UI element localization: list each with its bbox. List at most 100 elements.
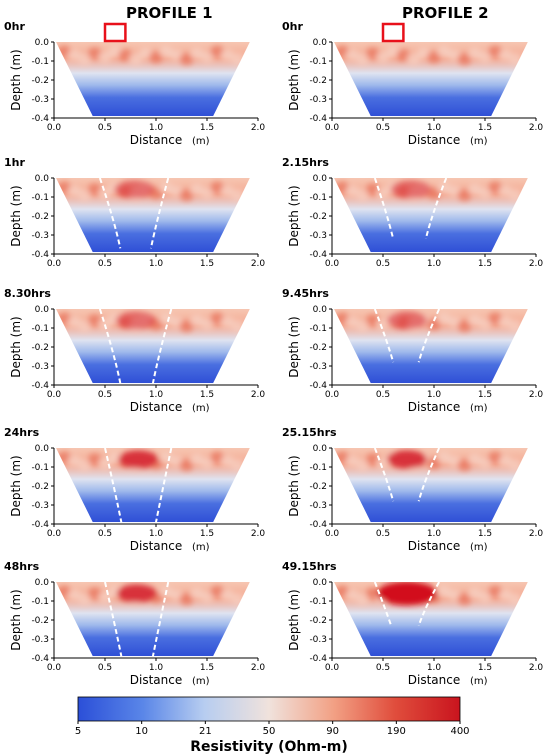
x-tick-label: 2.0	[529, 259, 544, 269]
x-tick-label: 0.0	[47, 259, 62, 269]
x-tick-label: 1.0	[427, 259, 442, 269]
variation-blob	[200, 457, 214, 470]
variation-blob	[77, 320, 92, 333]
variation-blob	[77, 459, 92, 472]
y-tick-label: -0.2	[309, 482, 327, 492]
y-tick-label: -0.1	[31, 57, 49, 67]
y-tick-label: -0.3	[309, 362, 327, 372]
y-tick-label: -0.1	[309, 193, 327, 203]
variation-blob	[478, 51, 492, 64]
variation-blob	[478, 187, 492, 200]
plume-core	[386, 311, 427, 330]
plume-boundary-right	[151, 308, 173, 384]
resistivity-section	[334, 178, 528, 253]
x-tick-label: 0.5	[376, 663, 390, 673]
y-tick-label: -0.1	[309, 597, 327, 607]
variation-blob	[77, 53, 92, 66]
x-axis-unit: (m)	[470, 136, 488, 147]
y-tick-label: -0.3	[31, 635, 49, 645]
x-tick-label: 0.0	[47, 529, 62, 539]
surface-variation	[57, 45, 245, 66]
x-tick-label: 1.0	[427, 663, 442, 673]
variation-blob	[230, 593, 245, 606]
y-axis-label: Depth (m)	[9, 49, 23, 110]
y-tick-label: 0.0	[35, 174, 50, 184]
variation-blob	[230, 53, 245, 66]
colorbar-tick-label: 400	[450, 726, 469, 737]
x-axis-label: Distance	[408, 133, 460, 147]
surface-variation	[335, 45, 523, 66]
variation-blob	[457, 459, 472, 472]
panel-2-2: 0.0-0.1-0.2-0.3-0.40.0 0.5 1.0 1.5 2.02.15hr…	[282, 156, 543, 269]
variation-blob	[179, 593, 194, 606]
y-tick-label: 0.0	[35, 444, 50, 454]
variation-blob	[478, 318, 492, 331]
panel-1-2: 0.0-0.1-0.2-0.3-0.40.0 0.5 1.0 1.5 2.01hrDep…	[4, 156, 265, 269]
y-tick-label: -0.2	[31, 482, 49, 492]
variation-blob	[128, 53, 143, 66]
y-axis-label: Depth (m)	[9, 316, 23, 377]
resistivity-section	[56, 42, 250, 117]
plume-boundary-left	[373, 308, 395, 363]
plume-boundary-left	[373, 447, 395, 502]
y-tick-label: -0.1	[309, 463, 327, 473]
x-axis-label: Distance	[130, 673, 182, 687]
x-tick-label: 0.5	[376, 123, 390, 133]
resistivity-section	[56, 582, 250, 657]
x-tick-label: 1.5	[200, 529, 214, 539]
plume-core	[386, 450, 427, 469]
y-tick-label: -0.1	[31, 193, 49, 203]
variation-blob	[457, 320, 472, 333]
y-axis-label: Depth (m)	[287, 185, 301, 246]
x-tick-label: 0.5	[98, 259, 112, 269]
x-axis-label: Distance	[130, 133, 182, 147]
plume-boundary-left	[98, 308, 122, 384]
x-axis-unit: (m)	[470, 542, 488, 553]
variation-blob	[179, 459, 194, 472]
surface-variation	[57, 584, 245, 606]
variation-blob	[355, 320, 370, 333]
colorbar-tick-label: 5	[75, 726, 81, 737]
y-tick-label: 0.0	[313, 174, 328, 184]
y-tick-label: -0.2	[31, 212, 49, 222]
panel-2-1: 0.0-0.1-0.2-0.3-0.40.0 0.5 1.0 1.5 2.00hrDep…	[282, 20, 543, 147]
y-tick-label: -0.3	[309, 635, 327, 645]
variation-blob	[149, 51, 163, 64]
x-axis-unit: (m)	[192, 403, 210, 414]
x-tick-label: 1.0	[149, 390, 164, 400]
variation-blob	[508, 459, 523, 472]
time-label: 24hrs	[4, 426, 40, 439]
x-tick-label: 0.5	[98, 663, 112, 673]
x-axis-label: Distance	[130, 539, 182, 553]
x-tick-label: 0.0	[325, 663, 340, 673]
x-tick-label: 0.0	[325, 123, 340, 133]
x-axis-unit: (m)	[470, 676, 488, 687]
variation-blob	[478, 591, 492, 604]
y-tick-label: -0.3	[31, 362, 49, 372]
panel-1-1: 0.0-0.1-0.2-0.3-0.40.0 0.5 1.0 1.5 2.00hrDep…	[4, 20, 265, 147]
resistivity-section	[56, 178, 250, 253]
variation-blob	[427, 187, 441, 200]
y-tick-label: 0.0	[35, 305, 50, 315]
profile-1-header: PROFILE 1	[126, 4, 213, 22]
x-tick-label: 0.5	[98, 529, 112, 539]
x-tick-label: 2.0	[251, 390, 266, 400]
plume-boundary-right	[417, 581, 440, 627]
y-tick-label: -0.1	[31, 597, 49, 607]
resistivity-section	[334, 448, 528, 523]
plume-boundary-right	[155, 447, 173, 523]
y-axis-label: Depth (m)	[9, 185, 23, 246]
x-tick-label: 1.5	[478, 390, 492, 400]
y-tick-label: -0.2	[309, 76, 327, 86]
y-tick-label: 0.0	[313, 444, 328, 454]
y-axis-label: Depth (m)	[287, 589, 301, 650]
y-tick-label: -0.4	[31, 114, 49, 124]
x-tick-label: 2.0	[251, 123, 266, 133]
y-tick-label: -0.4	[31, 381, 49, 391]
resistivity-section	[56, 309, 250, 384]
colorbar: 5 10 21 50 90 190 400 Resistivity (Ohm-m)	[75, 696, 470, 755]
x-tick-label: 1.0	[427, 529, 442, 539]
time-label: 1hr	[4, 156, 25, 169]
x-tick-label: 1.0	[149, 259, 164, 269]
plume-boundary-left	[104, 447, 123, 523]
